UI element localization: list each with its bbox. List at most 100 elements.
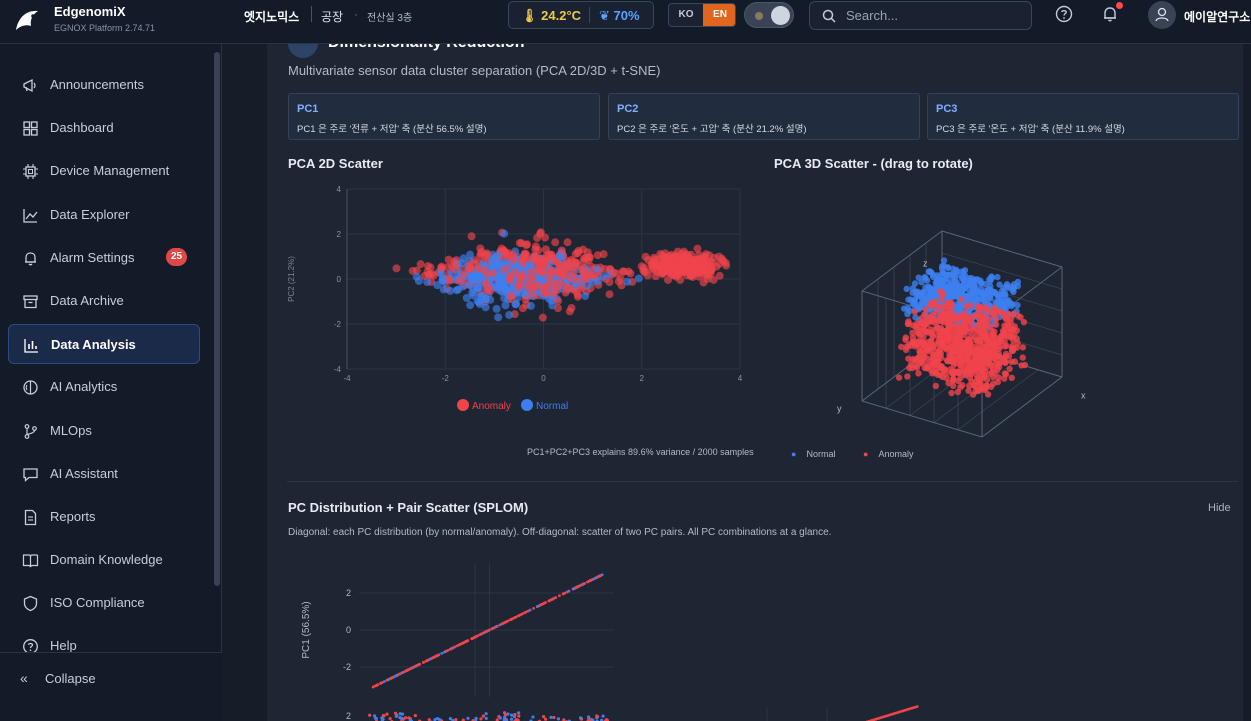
data-point-normal [959, 274, 966, 281]
x-tick-label: 2 [640, 374, 645, 383]
main-scrollbar[interactable] [1243, 44, 1251, 721]
sidebar-scrollbar[interactable] [214, 52, 220, 586]
data-point-anomaly [939, 291, 947, 299]
hide-splom-button[interactable]: Hide [1208, 502, 1231, 514]
data-point-anomaly [640, 268, 649, 277]
pair-point [502, 711, 507, 715]
collapse-button[interactable]: « Collapse [0, 652, 222, 721]
user-name[interactable]: 에이알연구소 [1184, 10, 1251, 24]
y-tick-label: -2 [343, 662, 351, 672]
diagonal-point [398, 672, 402, 676]
data-point-anomaly [1006, 326, 1014, 333]
trend-icon [23, 209, 38, 223]
diagonal-point [382, 680, 386, 683]
data-point-anomaly [953, 322, 960, 329]
pc2-card: PC2 PC2 은 주로 '온도 + 고압' 축 (분산 21.2% 설명) [608, 93, 920, 140]
data-point-normal [926, 284, 934, 291]
sidebar-item-alarm-settings[interactable]: Alarm Settings 25 [8, 238, 200, 278]
data-point-anomaly [1001, 343, 1009, 350]
legend-anomaly[interactable]: ● Anomaly [863, 449, 914, 459]
data-point-anomaly [527, 267, 536, 276]
data-point-anomaly [995, 345, 1003, 352]
search-icon [822, 9, 836, 23]
diagonal-point [547, 599, 551, 603]
diagonal-point [498, 623, 502, 627]
data-point-anomaly [605, 290, 614, 299]
data-point-normal [918, 278, 925, 286]
diagonal-point [473, 635, 477, 639]
data-point-anomaly [913, 364, 921, 371]
diagonal-point [457, 643, 461, 647]
data-point-anomaly [937, 350, 945, 357]
pair-point [600, 718, 604, 721]
pair-point [495, 718, 499, 721]
data-point-anomaly [977, 355, 984, 362]
sidebar-item-announcements[interactable]: Announcements [8, 65, 200, 105]
sidebar-item-data-analysis[interactable]: Data Analysis [8, 324, 200, 364]
data-point-anomaly [1008, 374, 1015, 382]
sidebar-item-iso-compliance[interactable]: ISO Compliance [8, 583, 200, 623]
pair-point [541, 715, 546, 719]
sidebar-item-dashboard[interactable]: Dashboard [8, 108, 200, 148]
data-point-normal [634, 274, 643, 283]
sidebar-item-data-archive[interactable]: Data Archive [8, 281, 200, 321]
data-point-anomaly [506, 295, 515, 304]
data-point-anomaly [933, 308, 940, 316]
lang-ko-button[interactable]: KO [678, 9, 694, 20]
help-icon[interactable] [1055, 5, 1073, 23]
notification-bell-icon[interactable] [1101, 5, 1119, 23]
data-point-normal [454, 285, 463, 294]
theme-toggle[interactable] [744, 2, 794, 28]
pca-2d-scatter-chart[interactable]: -4 -2 0 2 4 4 2 0 -2 -4 PC2 (21.2%) Anomaly Normal [287, 180, 747, 420]
diagonal-point [387, 678, 390, 681]
sidebar-item-device-management[interactable]: Device Management [8, 151, 200, 191]
brand-name: EdgenomiX [54, 4, 126, 19]
data-point-normal [466, 250, 475, 259]
data-point-anomaly [954, 388, 962, 396]
bar-chart-icon [24, 339, 38, 353]
pair-point [448, 717, 452, 721]
search-input[interactable]: Search... [809, 1, 1032, 30]
legend-label: Anomaly [472, 401, 511, 412]
data-point-anomaly [482, 279, 491, 288]
data-point-anomaly [715, 271, 724, 280]
data-point-anomaly [966, 328, 973, 336]
breadcrumb-site[interactable]: 공장 [321, 10, 344, 24]
data-point-anomaly [932, 341, 939, 349]
sidebar-item-ai-analytics[interactable]: AI Analytics [8, 367, 200, 407]
sidebar-item-domain-knowledge[interactable]: Domain Knowledge [8, 540, 200, 580]
sidebar-item-label: MLOps [50, 423, 92, 438]
data-point-normal [949, 293, 957, 300]
breadcrumb-company[interactable]: 엣지노믹스 [244, 10, 300, 24]
sidebar-item-data-explorer[interactable]: Data Explorer [8, 195, 200, 235]
data-point-normal [968, 291, 975, 298]
legend-normal[interactable]: ● Normal [791, 449, 836, 459]
data-point-anomaly [902, 336, 909, 343]
data-point-normal [937, 276, 944, 284]
diagonal-point [590, 578, 594, 582]
language-switch: KO EN [668, 3, 736, 27]
splom-chart[interactable]: 2 0 -2 PC1 (56.5%) 2 [287, 557, 987, 721]
data-point-anomaly [445, 276, 454, 285]
droplet-icon: ❦ [599, 8, 610, 23]
data-point-anomaly [948, 389, 955, 397]
data-point-anomaly [618, 267, 627, 276]
pca-3d-scatter-chart[interactable]: x y z [817, 204, 1107, 464]
data-point-anomaly [1009, 347, 1017, 355]
data-point-anomaly [961, 309, 969, 317]
data-point-anomaly [1019, 344, 1027, 351]
sidebar-item-ai-assistant[interactable]: AI Assistant [8, 454, 200, 494]
data-point-anomaly [904, 320, 912, 328]
data-point-anomaly [909, 334, 917, 342]
avatar[interactable] [1148, 1, 1176, 29]
lang-en-button[interactable]: EN [703, 4, 735, 26]
sidebar-item-reports[interactable]: Reports [8, 497, 200, 537]
env-divider [589, 7, 590, 23]
data-point-anomaly [967, 334, 975, 341]
data-point-anomaly [614, 277, 623, 286]
diagonal-point [415, 664, 419, 667]
sidebar-item-mlops[interactable]: MLOps [8, 411, 200, 451]
data-point-anomaly [930, 362, 938, 369]
breadcrumb-location[interactable]: 전산실 3층 [367, 13, 413, 24]
data-point-anomaly [554, 296, 563, 305]
